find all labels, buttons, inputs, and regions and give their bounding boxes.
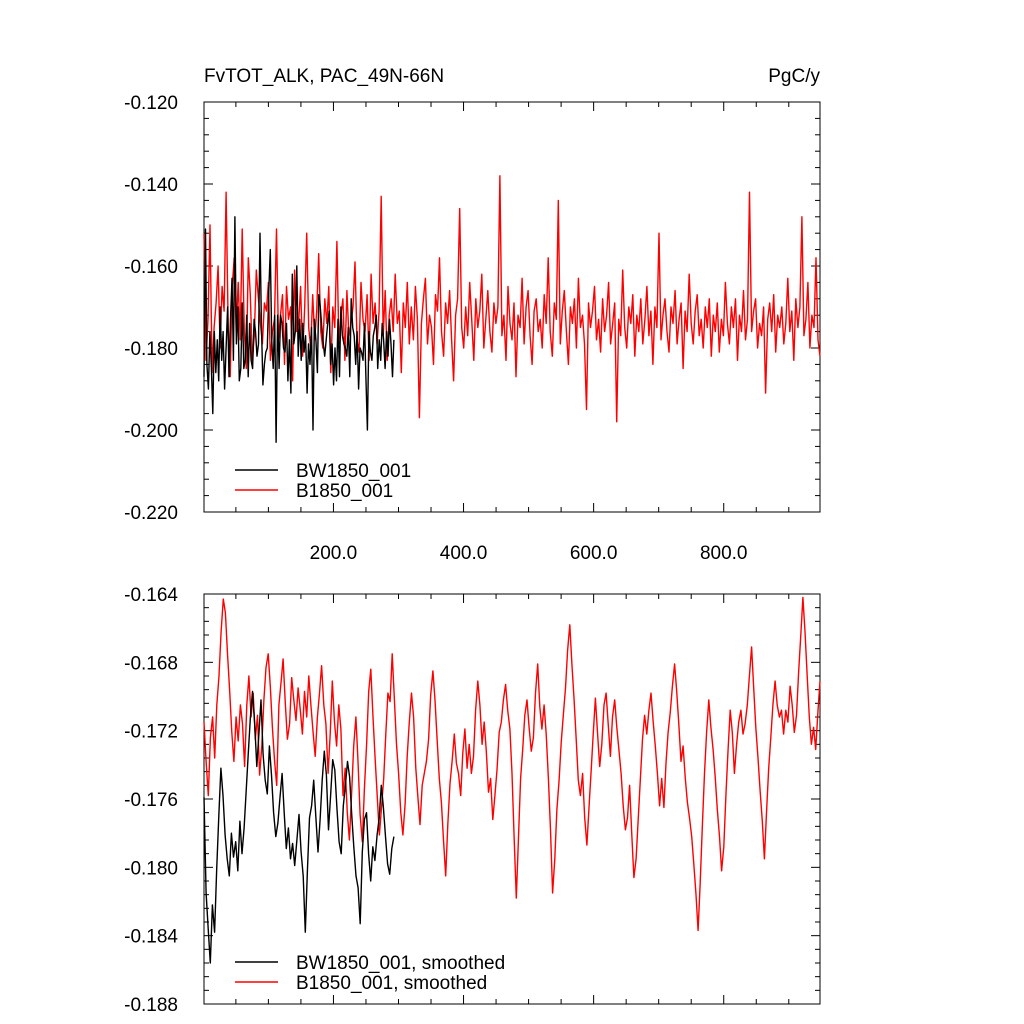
top-xtick-label: 800.0 <box>700 543 748 564</box>
bottom-series <box>203 596 821 964</box>
bottom-y-axis: -0.164 -0.168 -0.172 -0.176 -0.180 -0.184 -0.1… <box>124 585 178 1016</box>
legend-label-bw1850-smoothed: BW1850_001, smoothed <box>296 953 505 974</box>
chart-title: FvTOT_ALK, PAC_49N-66N <box>204 66 444 87</box>
top-ytick-label: -0.120 <box>124 93 178 114</box>
legend-label-bw1850: BW1850_001 <box>296 461 411 482</box>
top-series <box>203 175 821 443</box>
bottom-ytick-label: -0.164 <box>124 585 178 606</box>
bottom-ytick-label: -0.172 <box>124 722 178 743</box>
chart-units: PgC/y <box>768 66 820 87</box>
bottom-ytick-label: -0.184 <box>124 927 178 948</box>
top-ytick-label: -0.160 <box>124 257 178 278</box>
bottom-ytick-label: -0.188 <box>124 995 178 1016</box>
top-series-b1850-001 <box>203 175 821 423</box>
bottom-series-bw1850-001-smoothed <box>203 690 395 964</box>
top-ytick-label: -0.180 <box>124 339 178 360</box>
top-ytick-label: -0.220 <box>124 503 178 524</box>
top-ytick-label: -0.200 <box>124 421 178 442</box>
top-xtick-label: 400.0 <box>440 543 488 564</box>
top-plot-frame <box>203 101 821 513</box>
bottom-ytick-label: -0.180 <box>124 858 178 879</box>
bottom-panel: -0.164 -0.168 -0.172 -0.176 -0.180 -0.184 -0.1… <box>124 585 821 1016</box>
bottom-legend: BW1850_001, smoothed B1850_001, smoothed <box>235 953 505 994</box>
top-x-axis: 200.0 400.0 600.0 800.0 <box>310 543 748 564</box>
legend-label-b1850: B1850_001 <box>296 481 393 502</box>
top-ytick-label: -0.140 <box>124 175 178 196</box>
bottom-tick-marks <box>204 593 820 1005</box>
bottom-ytick-label: -0.168 <box>124 653 178 674</box>
legend-label-b1850-smoothed: B1850_001, smoothed <box>296 973 487 994</box>
top-panel: -0.120 -0.140 -0.160 -0.180 -0.200 -0.220 200… <box>124 93 821 564</box>
top-y-axis: -0.120 -0.140 -0.160 -0.180 -0.200 -0.220 <box>124 93 178 524</box>
top-xtick-label: 600.0 <box>570 543 618 564</box>
top-xtick-label: 200.0 <box>310 543 358 564</box>
bottom-ytick-label: -0.176 <box>124 790 178 811</box>
bottom-series-b1850-001-smoothed <box>203 596 821 932</box>
bottom-plot-frame <box>203 593 821 1005</box>
top-legend: BW1850_001 B1850_001 <box>235 461 411 502</box>
top-series-bw1850-001 <box>203 216 395 443</box>
